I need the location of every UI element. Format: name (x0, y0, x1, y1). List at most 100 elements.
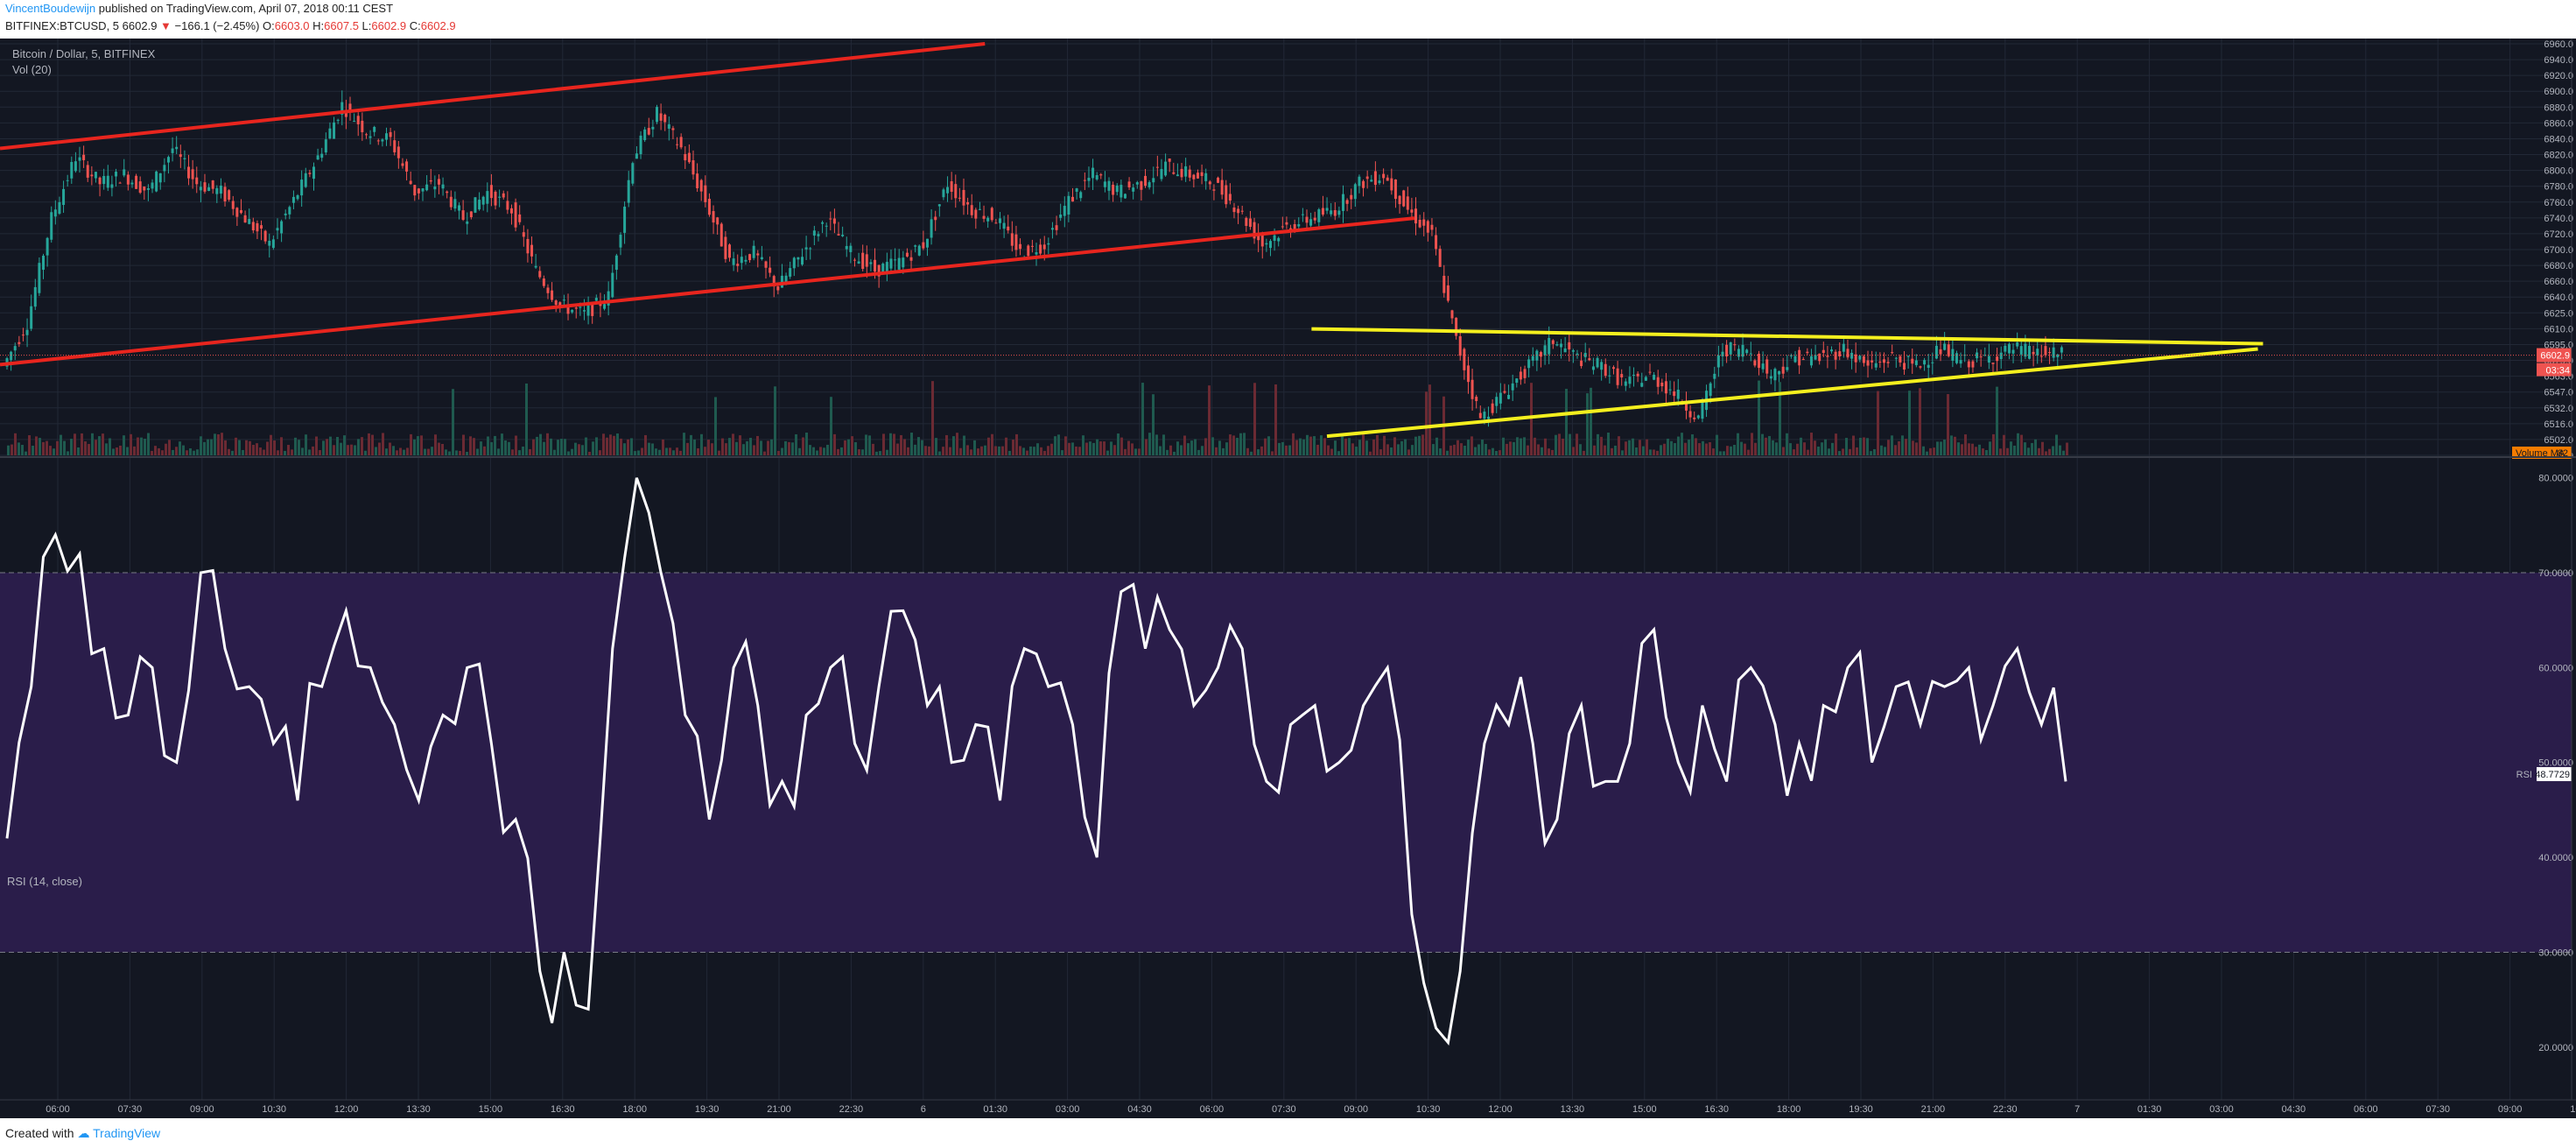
volume-bar (798, 447, 801, 455)
volume-bar (613, 435, 615, 455)
volume-bar (1856, 447, 1858, 455)
volume-bar (434, 434, 437, 455)
volume-bar (74, 433, 76, 455)
candle-body (1217, 177, 1220, 183)
time-axis-label: 06:00 (2354, 1104, 2378, 1115)
volume-bar (1355, 447, 1358, 455)
publisher-link[interactable]: VincentBoudewijn (5, 2, 96, 15)
volume-bar (1015, 433, 1018, 455)
volume-bar (508, 441, 510, 455)
volume-bar (637, 450, 640, 455)
volume-bar (1071, 442, 1074, 455)
candle-body (1688, 411, 1692, 418)
candle-body (1604, 363, 1607, 377)
candle-body (316, 155, 319, 160)
volume-bar (1814, 440, 1816, 455)
volume-bar (1043, 450, 1046, 455)
volume-bar (382, 433, 384, 455)
candle-body (1373, 171, 1377, 186)
candle-body (639, 135, 642, 155)
volume-bar (1527, 445, 1529, 455)
volume-bar (179, 441, 181, 455)
volume-bar (648, 442, 650, 455)
volume-bar (116, 447, 118, 455)
volume-bar (2052, 446, 2054, 455)
candle-body (2027, 345, 2031, 359)
candle-body (1596, 357, 1599, 368)
candle-body (1155, 166, 1159, 168)
candle-body (143, 187, 146, 191)
candle-body (397, 146, 400, 158)
volume-bar (819, 447, 822, 455)
candle-body (1628, 377, 1632, 384)
candle-body (1737, 349, 1740, 357)
candle-body (1075, 188, 1078, 192)
volume-bar (931, 381, 934, 455)
candle-body (324, 139, 327, 153)
candle-body (1673, 391, 1676, 397)
volume-bar (1621, 450, 1624, 455)
volume-bar (571, 448, 573, 455)
candle-body (922, 242, 925, 249)
volume-bar (1898, 440, 1900, 455)
candle-body (1616, 368, 1619, 385)
candle-body (1507, 394, 1511, 399)
low-value: 6602.9 (371, 19, 407, 32)
candle-body (353, 121, 356, 123)
volume-bar (1169, 445, 1172, 455)
candle-body (211, 180, 214, 189)
candle-body (676, 144, 679, 145)
volume-bar (609, 434, 612, 455)
candle-body (385, 133, 389, 140)
volume-bar (889, 433, 892, 455)
candle-body (837, 234, 840, 236)
candle-body (748, 254, 752, 261)
candle-body (719, 223, 723, 247)
volume-bar (2038, 447, 2040, 455)
volume-bar (480, 441, 482, 455)
volume-bar (763, 451, 766, 455)
price-axis-label: 6595.0 (2544, 340, 2573, 350)
volume-bar (1768, 435, 1771, 455)
volume-bar (175, 447, 178, 455)
volume-bar (1001, 446, 1004, 455)
volume-bar (137, 437, 139, 455)
candle-body (990, 208, 993, 221)
volume-bar (1120, 437, 1123, 455)
volume-bar (1421, 434, 1424, 455)
candle-body (333, 122, 336, 139)
volume-bar (448, 451, 451, 455)
volume-bar (928, 446, 930, 455)
volume-bar (1884, 447, 1886, 455)
candle-body (1862, 356, 1865, 363)
candle-body (728, 244, 732, 258)
candle-body (10, 351, 13, 361)
volume-bar (357, 439, 360, 455)
volume-bar (259, 447, 262, 455)
candle-body (53, 209, 57, 217)
chart-area[interactable]: 6960.0 6940.0 6920.0 6900.0 6880.0 6860.0 6840… (0, 39, 2576, 1118)
volume-bar (886, 449, 888, 455)
candle-body (409, 180, 412, 185)
candle-body (158, 173, 162, 183)
candle-body (449, 196, 453, 208)
candle-body (986, 217, 990, 222)
price-axis-label: 6660.0 (2544, 277, 2573, 287)
candle-body (1478, 412, 1482, 419)
candle-body (857, 261, 860, 264)
volume-bar (1880, 445, 1883, 455)
volume-bar (126, 447, 129, 455)
candle-body (25, 329, 29, 335)
volume-bar (1719, 451, 1722, 455)
volume-bar (1064, 436, 1067, 455)
down-arrow-icon: ▼ (160, 19, 172, 32)
chart-canvas[interactable]: 6960.0 6940.0 6920.0 6900.0 6880.0 6860.0 6840… (0, 39, 2576, 1118)
volume-bar (539, 433, 542, 455)
open-value: 6603.0 (274, 19, 310, 32)
candle-body (1636, 373, 1639, 377)
volume-bar (343, 435, 346, 455)
volume-bar (81, 433, 83, 455)
candle-body (361, 120, 364, 132)
volume-bar (476, 448, 479, 455)
tradingview-brand[interactable]: TradingView (93, 1126, 161, 1140)
